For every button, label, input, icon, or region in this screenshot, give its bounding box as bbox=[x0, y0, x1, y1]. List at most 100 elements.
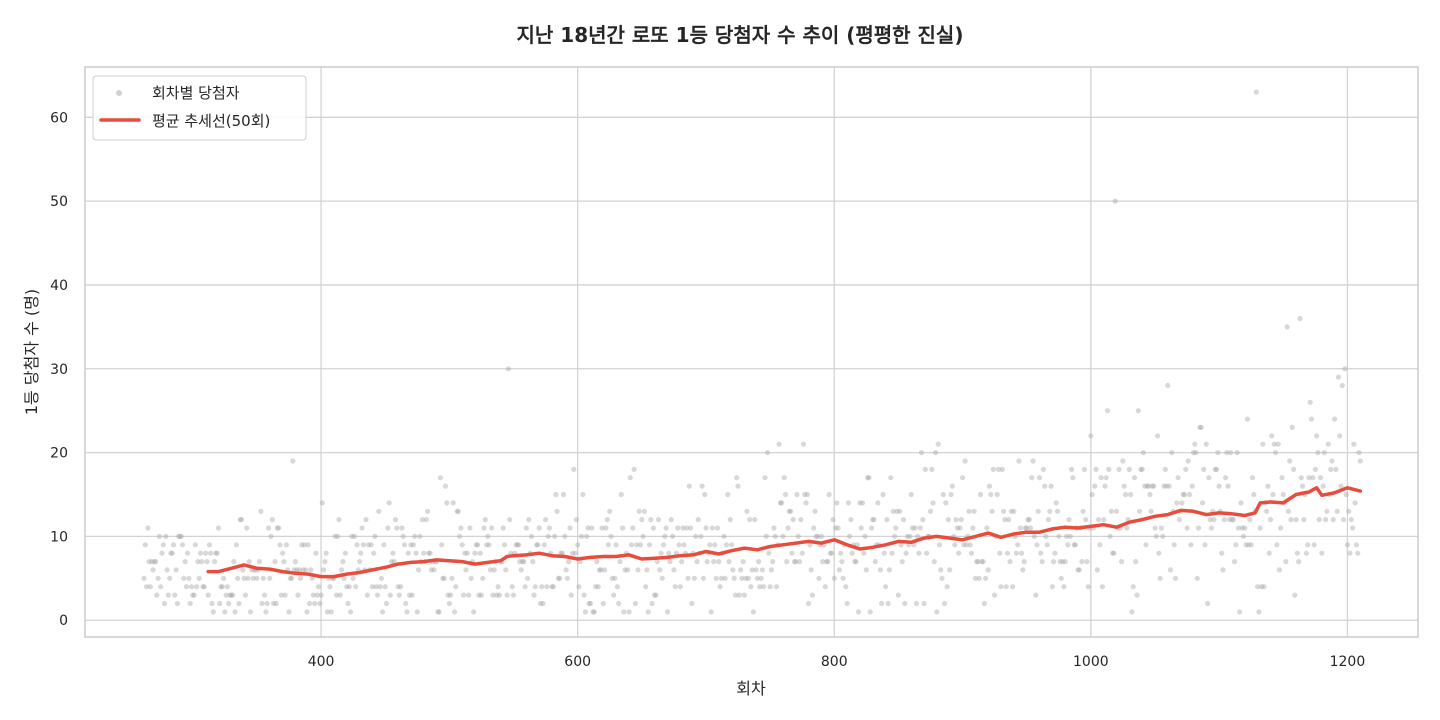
scatter-point bbox=[1061, 584, 1067, 590]
scatter-point bbox=[1053, 500, 1059, 506]
scatter-point bbox=[1205, 600, 1211, 607]
scatter-point bbox=[377, 584, 383, 590]
scatter-point bbox=[450, 500, 456, 506]
scatter-point bbox=[168, 550, 174, 556]
scatter-point bbox=[834, 500, 840, 506]
scatter-point bbox=[525, 575, 531, 581]
scatter-point bbox=[353, 584, 359, 590]
scatter-point bbox=[209, 600, 215, 607]
scatter-point bbox=[747, 517, 753, 523]
scatter-point bbox=[313, 550, 319, 556]
scatter-point bbox=[173, 567, 179, 573]
scatter-point bbox=[537, 600, 544, 607]
scatter-point bbox=[786, 508, 792, 514]
scatter-point bbox=[781, 475, 787, 481]
scatter-point bbox=[676, 542, 682, 548]
scatter-point bbox=[1033, 592, 1039, 598]
scatter-point bbox=[836, 567, 843, 573]
scatter-point bbox=[1275, 441, 1281, 447]
scatter-point bbox=[718, 575, 725, 581]
scatter-point bbox=[625, 567, 631, 573]
scatter-point bbox=[646, 542, 653, 548]
scatter-point bbox=[1243, 542, 1249, 548]
scatter-point bbox=[1147, 491, 1153, 498]
scatter-point bbox=[1058, 575, 1064, 581]
scatter-point bbox=[752, 517, 758, 523]
scatter-point bbox=[378, 575, 384, 581]
scatter-point bbox=[1356, 450, 1362, 456]
scatter-point bbox=[460, 592, 467, 598]
scatter-point bbox=[213, 550, 219, 556]
scatter-point bbox=[176, 533, 182, 540]
scatter-point bbox=[182, 559, 188, 565]
scatter-point bbox=[1276, 567, 1282, 573]
scatter-point bbox=[895, 592, 902, 598]
scatter-point bbox=[1001, 508, 1007, 514]
scatter-point bbox=[546, 525, 553, 531]
scatter-point bbox=[880, 491, 886, 498]
scatter-point bbox=[578, 533, 585, 540]
scatter-point bbox=[144, 584, 150, 590]
scatter-point bbox=[289, 575, 295, 581]
scatter-point bbox=[927, 508, 934, 514]
scatter-point bbox=[1149, 483, 1155, 489]
scatter-point bbox=[501, 542, 508, 548]
scatter-point bbox=[1296, 559, 1302, 565]
scatter-point bbox=[702, 491, 708, 498]
scatter-point bbox=[250, 575, 256, 581]
scatter-point bbox=[994, 491, 1000, 498]
scatter-point bbox=[179, 542, 186, 548]
scatter-point bbox=[522, 584, 528, 590]
scatter-point bbox=[516, 542, 522, 548]
scatter-point bbox=[387, 592, 393, 598]
scatter-point bbox=[191, 592, 197, 598]
scatter-point bbox=[1308, 416, 1315, 422]
scatter-point bbox=[631, 466, 637, 472]
scatter-point bbox=[892, 533, 898, 540]
scatter-point bbox=[1339, 382, 1345, 389]
scatter-point bbox=[1335, 374, 1342, 380]
scatter-point bbox=[763, 533, 769, 540]
scatter-point bbox=[788, 508, 794, 514]
scatter-point bbox=[1284, 324, 1290, 330]
scatter-point bbox=[416, 567, 422, 573]
scatter-point bbox=[881, 550, 887, 556]
scatter-point bbox=[412, 533, 418, 540]
scatter-point bbox=[879, 600, 885, 607]
scatter-point bbox=[1143, 542, 1149, 548]
scatter-point bbox=[1190, 450, 1197, 456]
scatter-point bbox=[1131, 475, 1138, 481]
scatter-point bbox=[1167, 567, 1173, 573]
scatter-point bbox=[685, 575, 691, 581]
scatter-point bbox=[820, 559, 826, 565]
scatter-point bbox=[481, 525, 487, 531]
legend-line-label: 평균 추세선(50회) bbox=[152, 112, 270, 130]
scatter-point bbox=[798, 517, 804, 523]
scatter-point bbox=[587, 600, 594, 607]
scatter-point bbox=[585, 525, 591, 531]
scatter-point bbox=[1175, 475, 1181, 481]
scatter-point bbox=[335, 533, 341, 540]
scatter-point bbox=[940, 491, 946, 498]
scatter-point bbox=[1181, 491, 1188, 498]
scatter-point bbox=[773, 584, 780, 590]
scatter-point bbox=[1146, 483, 1152, 489]
legend: 회차별 당첨자 평균 추세선(50회) bbox=[92, 75, 307, 141]
scatter-point bbox=[526, 517, 532, 523]
scatter-point bbox=[576, 584, 582, 590]
scatter-point bbox=[382, 584, 388, 590]
scatter-point bbox=[1165, 382, 1171, 389]
scatter-point bbox=[1301, 517, 1307, 523]
scatter-point bbox=[1234, 450, 1240, 456]
scatter-point bbox=[459, 542, 465, 548]
scatter-point bbox=[539, 584, 545, 590]
scatter-point bbox=[467, 525, 473, 531]
scatter-point bbox=[694, 559, 700, 565]
scatter-point bbox=[1297, 315, 1303, 322]
scatter-point bbox=[1024, 525, 1030, 531]
scatter-point bbox=[1048, 483, 1054, 489]
scatter-point bbox=[744, 508, 750, 514]
scatter-point bbox=[318, 592, 324, 598]
scatter-point bbox=[627, 475, 633, 481]
scatter-point bbox=[1153, 533, 1159, 540]
